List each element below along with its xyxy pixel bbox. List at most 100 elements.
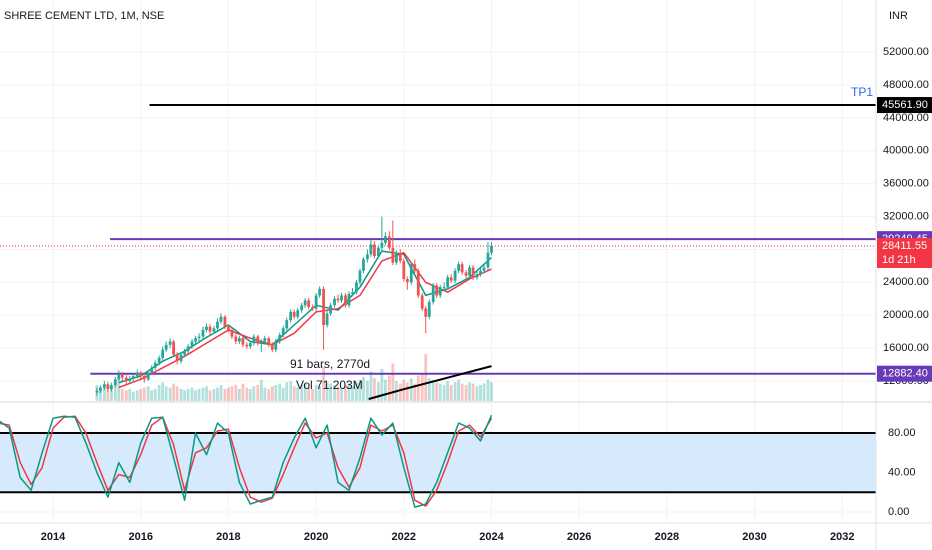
candle-body	[416, 270, 420, 296]
volume-bar	[333, 384, 336, 401]
candle-body	[223, 316, 227, 327]
volume-bar	[197, 388, 201, 401]
volume-bar	[296, 387, 300, 401]
band-fill	[0, 433, 876, 493]
volume-bar	[267, 388, 271, 401]
candle-body	[413, 264, 417, 271]
candle-body	[219, 316, 223, 322]
volume-bar	[424, 354, 428, 401]
volume-bar	[435, 382, 439, 401]
volume-bar	[208, 390, 212, 401]
candle-body	[387, 236, 391, 248]
candle-body	[99, 387, 102, 391]
volume-bar	[124, 390, 128, 401]
candle-body	[252, 336, 256, 344]
candle-body	[205, 326, 208, 330]
candle-body	[289, 311, 293, 321]
candle-body	[311, 306, 315, 309]
volume-bar	[157, 384, 161, 401]
volume-bar	[120, 388, 124, 401]
y-tick-label: 44000.00	[883, 112, 929, 124]
candle-body	[157, 357, 161, 363]
countdown: 1d 21h	[882, 254, 916, 266]
candle-body	[109, 385, 113, 390]
volume-bar	[248, 388, 252, 401]
candle-body	[333, 298, 336, 306]
y-tick-label: 48000.00	[883, 79, 929, 91]
volume-bar	[482, 383, 486, 401]
volume-bar	[194, 390, 197, 401]
candle-body	[128, 378, 132, 381]
x-tick-label: 2022	[392, 531, 416, 543]
volume-bar	[449, 384, 453, 401]
volume-bar	[351, 386, 354, 401]
candle-body	[113, 379, 117, 386]
volume-bar	[431, 379, 435, 401]
volume-bar	[106, 390, 110, 401]
candle-body	[318, 288, 322, 296]
candle-body	[420, 295, 424, 309]
volume-bar	[278, 383, 282, 401]
volume-bar	[420, 374, 424, 401]
target-label: TP1	[851, 85, 873, 99]
y-tick-label: 40000.00	[883, 145, 929, 157]
volume-bar	[471, 383, 475, 401]
x-tick-label: 2026	[567, 531, 591, 543]
volume-bar	[311, 388, 315, 401]
candle-body	[208, 326, 212, 332]
candle-body	[227, 326, 230, 330]
volume-bar	[183, 390, 186, 401]
candle-body	[362, 259, 365, 271]
candle-body	[366, 254, 369, 260]
indicator-line	[0, 414, 493, 508]
volume-bar	[373, 378, 376, 401]
candle-body	[300, 305, 304, 311]
candle-body	[325, 313, 329, 326]
volume-bar	[201, 387, 205, 401]
x-tick-label: 2016	[128, 531, 152, 543]
candle-body	[234, 336, 238, 342]
volume-bar	[161, 382, 165, 401]
candle-body	[424, 308, 428, 317]
candle-body	[398, 252, 402, 261]
candle-body	[212, 328, 216, 332]
candle-body	[292, 311, 296, 317]
volume-bar	[292, 386, 296, 401]
last-price-badge	[877, 238, 932, 269]
volume-bar	[190, 387, 194, 401]
volume-bar	[274, 384, 278, 401]
candle-body	[355, 282, 358, 293]
candle-body	[296, 310, 300, 317]
volume-bar	[109, 387, 113, 401]
volume-bar	[383, 379, 387, 401]
volume-bar	[347, 383, 351, 401]
candle-body	[186, 346, 190, 352]
candle-body	[344, 295, 347, 306]
level-label: 12882.40	[882, 368, 928, 380]
candle-body	[237, 338, 241, 342]
volume-bar	[285, 382, 289, 401]
volume-bar	[300, 384, 304, 401]
candle-body	[139, 372, 143, 377]
volume-bar	[168, 387, 172, 401]
volume-bar	[380, 368, 384, 401]
candle-body	[194, 338, 197, 342]
y-tick-label: 16000.00	[883, 342, 929, 354]
volume-bar	[256, 384, 260, 401]
x-tick-label: 2020	[304, 531, 328, 543]
candle-body	[245, 344, 249, 347]
candle-body	[175, 354, 179, 362]
candle-body	[241, 338, 245, 345]
candle-body	[479, 270, 482, 275]
volume-bar	[150, 390, 154, 401]
candle-body	[307, 300, 311, 307]
candle-body	[102, 384, 106, 388]
volume-bar	[453, 382, 457, 401]
candle-body	[391, 247, 395, 263]
axes: 2014 2016 2018 2020 2022 2024 2026 2028 2030 2032…	[41, 46, 932, 543]
candle-body	[131, 376, 135, 379]
volume-bar	[245, 387, 249, 401]
volume-bar	[413, 383, 417, 401]
volume-bar	[475, 386, 479, 401]
